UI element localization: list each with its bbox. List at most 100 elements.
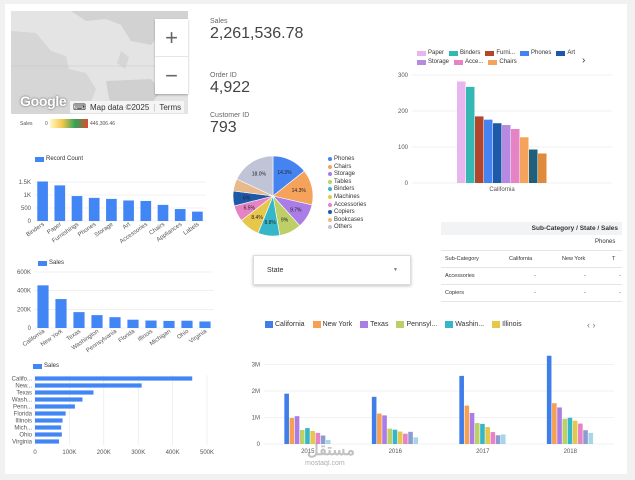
- zoom-out-button[interactable]: −: [165, 62, 178, 88]
- y-tick-label: Califo...: [12, 377, 33, 383]
- bar: [567, 417, 573, 444]
- legend-item[interactable]: Tables: [328, 179, 366, 185]
- x-tick-label: Art: [122, 222, 132, 232]
- y-tick-label: 400K: [17, 289, 31, 295]
- legend-item[interactable]: California: [265, 321, 305, 328]
- legend-item[interactable]: Furni...: [485, 50, 515, 56]
- table-cell: -: [619, 273, 621, 279]
- bar: [493, 123, 502, 183]
- bar: [305, 428, 310, 444]
- chevron-down-icon: ▼: [393, 267, 398, 273]
- bar: [588, 432, 594, 444]
- table-column-header[interactable]: New York: [562, 256, 586, 262]
- legend-item[interactable]: Paper: [417, 50, 444, 56]
- pie-legend: Phones Chairs Storage Tables Binders Machines…: [328, 156, 366, 230]
- google-logo: Google: [20, 93, 67, 109]
- x-tick-label: 2017: [476, 449, 490, 455]
- pie-slice-label: 18.0%: [252, 172, 267, 178]
- scorecard-label: Customer ID: [210, 112, 250, 119]
- legend-item[interactable]: Others: [328, 224, 366, 230]
- legend-label: Record Count: [46, 156, 84, 162]
- y-tick-label: Florida: [14, 412, 33, 418]
- pie-slice-label: 6%: [243, 196, 251, 202]
- bar: [408, 431, 413, 444]
- legend-label: Chairs: [334, 163, 352, 170]
- bar: [377, 413, 382, 444]
- legend-item[interactable]: Art: [556, 50, 575, 56]
- map-legend-min: 0: [45, 121, 48, 127]
- bar: [511, 129, 520, 183]
- legend-swatch: [485, 50, 495, 56]
- bar: [502, 125, 511, 183]
- x-tick-label: 2018: [564, 449, 578, 455]
- legend-item[interactable]: Texas: [360, 321, 388, 328]
- legend-label: Phones: [531, 50, 552, 56]
- table-column-header[interactable]: California: [509, 256, 533, 262]
- bar: [397, 431, 403, 444]
- terms-link[interactable]: Terms: [159, 102, 182, 112]
- legend-item[interactable]: Washin...: [445, 321, 484, 328]
- legend-item[interactable]: New York: [312, 321, 352, 328]
- legend-item[interactable]: Storage: [328, 171, 366, 177]
- legend-item[interactable]: Pennsyl...: [396, 321, 437, 328]
- bar: [35, 411, 66, 416]
- legend-item[interactable]: Illinois: [492, 321, 522, 328]
- legend-item[interactable]: Storage: [417, 59, 449, 65]
- legend-item[interactable]: Chairs: [328, 164, 366, 170]
- bar: [552, 403, 557, 444]
- chevron-right-icon[interactable]: ›: [582, 55, 586, 66]
- map-legend-label: Sales: [20, 121, 33, 127]
- table-column-header[interactable]: Sub-Category: [445, 256, 479, 262]
- y-tick-label: 1M: [252, 416, 260, 422]
- legend-swatch: [328, 172, 332, 177]
- map-attribution: ⌨ Map data ©2025 | Terms: [70, 101, 185, 113]
- bar: [123, 200, 134, 221]
- legend-item[interactable]: Acce...: [454, 59, 483, 65]
- x-tick-label: Storage: [94, 221, 115, 238]
- bar: [457, 81, 466, 183]
- table-cell: -: [534, 290, 536, 296]
- pie-slice-label: 6.5%: [244, 206, 256, 212]
- y-tick-label: 0: [28, 326, 32, 332]
- bar: [289, 418, 295, 444]
- y-tick-label: 600K: [17, 270, 31, 276]
- table-column-header[interactable]: T: [612, 256, 616, 262]
- legend-item[interactable]: Chairs: [488, 59, 517, 65]
- keyboard-icon[interactable]: ⌨: [73, 101, 86, 112]
- x-tick-label: 0: [33, 450, 37, 456]
- zoom-in-button[interactable]: +: [155, 19, 188, 57]
- pie-slice-label: 9.7%: [290, 207, 302, 213]
- legend-label: Bookcases: [334, 216, 364, 223]
- legend-pager-icon[interactable]: ‹ ›: [587, 320, 596, 330]
- legend-item[interactable]: Copiers: [328, 209, 366, 215]
- legend-label: Tables: [334, 178, 352, 185]
- map-data-link[interactable]: Map data ©2025: [90, 102, 150, 112]
- x-tick-label: 100K: [62, 450, 76, 456]
- legend-swatch: [449, 50, 459, 56]
- bar: [73, 312, 85, 328]
- legend-item[interactable]: Phones: [328, 156, 366, 162]
- state-filter-dropdown[interactable]: State ▼: [253, 255, 411, 285]
- legend-item[interactable]: Accessories: [328, 202, 366, 208]
- bar: [520, 137, 529, 183]
- pie-slice-label: 8.8%: [264, 220, 276, 226]
- legend-item[interactable]: Binders: [449, 50, 480, 56]
- bar: [163, 320, 175, 328]
- legend-item[interactable]: Machines: [328, 194, 366, 200]
- legend-item[interactable]: Binders: [328, 186, 366, 192]
- y-tick-label: 100: [398, 145, 409, 151]
- legend-label: Texas: [370, 321, 389, 328]
- bar: [35, 425, 62, 430]
- legend-swatch: [328, 202, 332, 207]
- bar: [127, 319, 139, 328]
- legend-label: Others: [334, 224, 353, 231]
- y-tick-label: Texas: [16, 391, 32, 397]
- y-tick-label: 3M: [252, 363, 260, 369]
- legend-label: Storage: [334, 171, 356, 178]
- legend-item[interactable]: Bookcases: [328, 217, 366, 223]
- legend-item[interactable]: Phones: [520, 50, 551, 56]
- legend-swatch: [328, 225, 332, 230]
- x-tick-label: Virginia: [188, 328, 208, 345]
- pie-slice: [236, 155, 274, 197]
